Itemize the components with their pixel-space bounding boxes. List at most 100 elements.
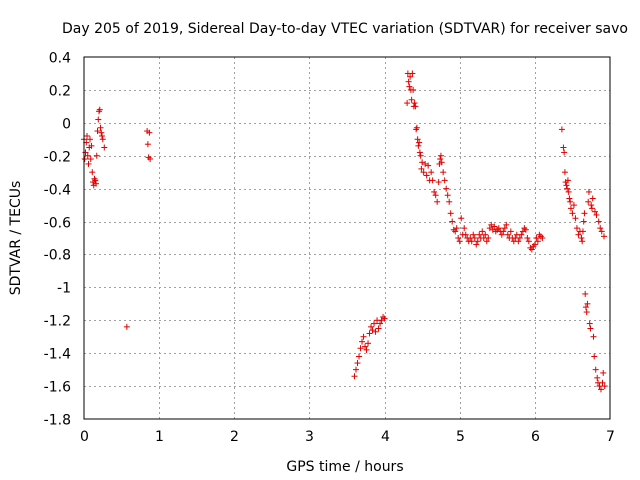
- data-point: [438, 159, 445, 166]
- axis-ticks: [84, 57, 611, 420]
- data-point: [504, 231, 511, 238]
- data-point: [518, 231, 525, 238]
- data-point: [92, 177, 99, 184]
- data-point: [420, 169, 427, 176]
- data-point: [88, 142, 95, 149]
- data-point: [437, 156, 444, 163]
- data-point: [515, 238, 522, 245]
- x-tick-label: 1: [155, 429, 164, 445]
- data-point: [470, 231, 477, 238]
- data-point: [501, 225, 508, 232]
- data-point: [600, 233, 607, 240]
- data-point: [485, 235, 492, 241]
- data-point: [476, 231, 483, 238]
- data-point: [569, 210, 576, 217]
- data-point: [96, 106, 103, 113]
- data-point: [588, 205, 595, 212]
- data-point: [495, 225, 502, 232]
- data-point: [404, 100, 411, 107]
- data-point: [468, 238, 475, 245]
- data-point: [575, 231, 582, 238]
- data-point: [482, 231, 489, 238]
- data-point: [522, 226, 529, 233]
- data-point: [414, 136, 421, 143]
- data-point: [365, 340, 372, 347]
- data-point: [461, 225, 468, 232]
- x-tick-label: 7: [606, 429, 615, 445]
- data-point: [560, 144, 567, 151]
- data-point: [452, 228, 459, 235]
- data-point: [483, 238, 490, 245]
- data-point: [363, 346, 370, 353]
- data-point: [354, 360, 361, 367]
- data-point: [561, 169, 568, 176]
- y-tick-label: -0.2: [44, 150, 71, 166]
- data-point: [81, 156, 88, 163]
- data-point: [582, 304, 589, 311]
- data-point: [591, 208, 598, 215]
- data-point: [564, 185, 571, 192]
- x-tick-label: 2: [230, 429, 239, 445]
- data-point: [473, 241, 480, 248]
- x-tick-label: 5: [456, 429, 465, 445]
- data-point: [360, 333, 367, 340]
- data-point: [123, 323, 130, 330]
- y-tick-label: -1.2: [44, 314, 71, 330]
- data-point: [446, 198, 453, 205]
- data-point: [449, 218, 456, 225]
- data-point: [85, 160, 92, 167]
- data-point: [578, 235, 585, 241]
- data-point: [567, 198, 574, 205]
- data-point: [500, 228, 507, 235]
- data-point: [595, 218, 602, 225]
- data-point: [563, 182, 570, 189]
- data-point: [596, 383, 603, 390]
- y-tick-label: 0.2: [49, 84, 71, 100]
- data-point: [435, 179, 442, 186]
- x-tick-label: 4: [381, 429, 390, 445]
- data-point: [591, 353, 598, 360]
- data-point: [580, 218, 587, 225]
- data-point: [371, 320, 378, 327]
- data-point: [101, 144, 108, 151]
- data-point: [561, 149, 568, 156]
- data-point: [366, 330, 373, 337]
- data-point: [565, 188, 572, 195]
- data-point: [413, 124, 420, 131]
- data-point: [359, 338, 366, 345]
- y-tick-label: 0: [62, 117, 71, 133]
- grid: [84, 57, 610, 419]
- data-point: [408, 96, 415, 103]
- data-point: [432, 192, 439, 199]
- data-point: [567, 205, 574, 212]
- data-point: [437, 152, 444, 159]
- data-point: [507, 228, 514, 235]
- data-point: [456, 238, 463, 245]
- data-point: [428, 169, 435, 176]
- data-point: [566, 195, 573, 202]
- y-tick-label: 0.4: [49, 51, 71, 67]
- x-tick-label: 6: [531, 429, 540, 445]
- data-point: [585, 188, 592, 195]
- data-point: [534, 238, 541, 245]
- data-point: [417, 152, 424, 159]
- data-point: [587, 325, 594, 332]
- data-point: [407, 73, 414, 80]
- data-point: [590, 333, 597, 340]
- data-point: [89, 169, 96, 176]
- data-point: [491, 223, 498, 230]
- data-point: [369, 327, 376, 334]
- data-point: [440, 169, 447, 176]
- x-tick-labels: 0 1 2 3 4 5 6 7: [80, 429, 615, 445]
- data-point: [597, 386, 604, 393]
- data-point: [431, 188, 438, 195]
- y-tick-label: -1: [57, 281, 71, 297]
- data-point: [87, 156, 94, 163]
- y-tick-label: -1.4: [44, 347, 71, 363]
- data-point: [95, 116, 102, 123]
- y-tick-label: -1.8: [44, 413, 71, 429]
- data-point: [581, 210, 588, 217]
- data-point: [99, 132, 106, 139]
- data-point: [375, 325, 382, 332]
- data-point: [498, 231, 505, 238]
